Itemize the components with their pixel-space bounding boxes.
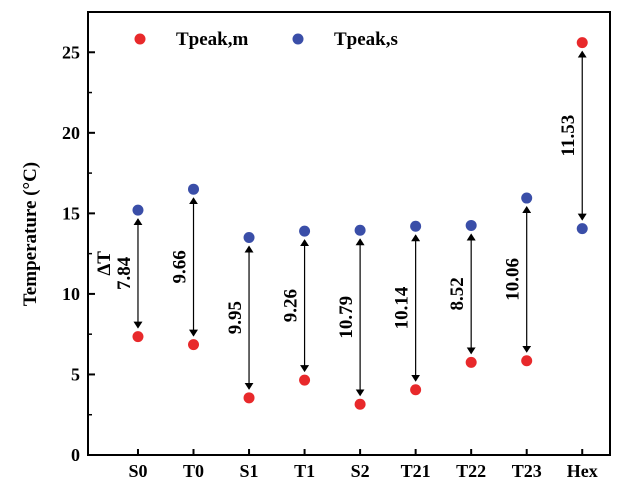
delta-label: 11.53 bbox=[558, 115, 579, 157]
data-point bbox=[299, 374, 311, 386]
data-point bbox=[465, 356, 477, 368]
y-tick-label: 15 bbox=[62, 203, 80, 223]
delta-arrows bbox=[133, 50, 587, 397]
data-point bbox=[354, 224, 366, 236]
data-point bbox=[465, 219, 477, 231]
x-tick-label: T21 bbox=[401, 461, 431, 481]
delta-label: 9.66 bbox=[170, 250, 191, 283]
x-tick-label: T1 bbox=[294, 461, 315, 481]
delta-label: 10.79 bbox=[336, 296, 357, 339]
data-points bbox=[132, 37, 588, 410]
legend-marker bbox=[134, 33, 146, 45]
data-point bbox=[243, 232, 255, 244]
x-tick-label: S2 bbox=[351, 461, 370, 481]
delta-label: 8.52 bbox=[447, 277, 468, 310]
y-tick-label: 25 bbox=[62, 42, 80, 62]
data-point bbox=[188, 339, 200, 351]
x-tick-label: T0 bbox=[183, 461, 204, 481]
axes: 0 5 10 15 20 25 S0 T0 S1 T1 S2 T21 T22 T23 Hex bbox=[62, 11, 611, 481]
data-point bbox=[132, 204, 144, 216]
legend-marker bbox=[292, 33, 304, 45]
y-tick-label: 10 bbox=[62, 284, 80, 304]
delta-label: 9.26 bbox=[281, 289, 302, 322]
legend-label: Tpeak,m bbox=[176, 29, 248, 50]
x-tick-label: T23 bbox=[512, 461, 542, 481]
delta-label: 10.14 bbox=[392, 286, 413, 329]
data-point bbox=[243, 392, 255, 404]
data-point bbox=[188, 183, 200, 195]
delta-prefix-label: ΔT bbox=[94, 251, 115, 276]
y-axis-title: Temperature (°C) bbox=[20, 162, 41, 306]
data-point bbox=[576, 37, 588, 49]
legend: Tpeak,m Tpeak,s bbox=[134, 29, 398, 50]
x-tick-label: T22 bbox=[456, 461, 486, 481]
data-point bbox=[410, 384, 422, 396]
x-tick-label: S1 bbox=[240, 461, 259, 481]
data-point bbox=[521, 355, 533, 367]
data-point bbox=[132, 331, 144, 343]
plot-frame bbox=[87, 11, 611, 456]
data-point bbox=[576, 223, 588, 235]
delta-label: 10.06 bbox=[503, 258, 524, 301]
x-tick-label: S0 bbox=[128, 461, 147, 481]
x-tick-label: Hex bbox=[567, 461, 598, 481]
y-tick-label: 5 bbox=[71, 364, 80, 384]
delta-label: 9.95 bbox=[225, 301, 246, 334]
data-point bbox=[354, 398, 366, 410]
data-point bbox=[521, 192, 533, 204]
data-point bbox=[410, 220, 422, 232]
y-tick-label: 20 bbox=[62, 123, 80, 143]
legend-label: Tpeak,s bbox=[334, 29, 398, 50]
delta-label: 7.84 bbox=[114, 256, 135, 290]
y-tick-label: 0 bbox=[71, 445, 80, 465]
data-point bbox=[299, 225, 311, 237]
